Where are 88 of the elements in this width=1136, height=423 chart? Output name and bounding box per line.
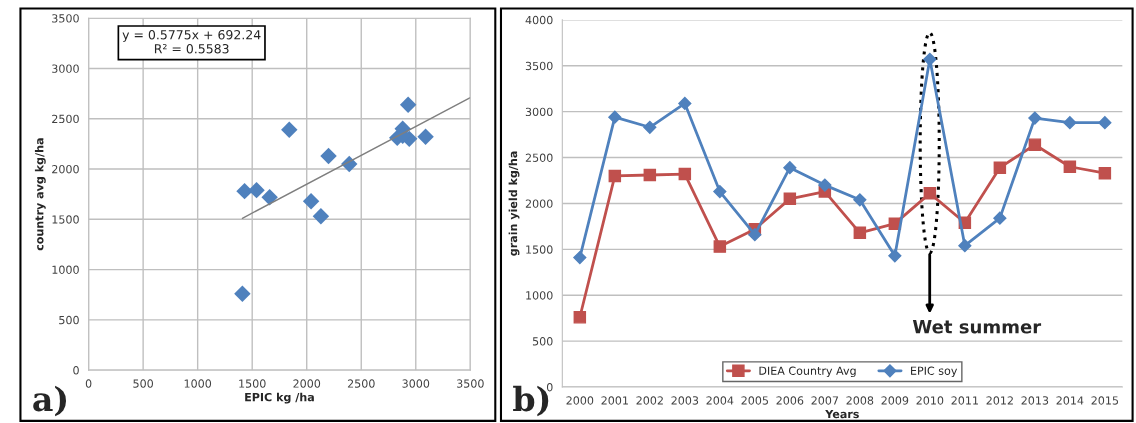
legend-label: EPIC soy bbox=[911, 366, 958, 378]
point bbox=[993, 211, 1007, 225]
point bbox=[236, 182, 253, 200]
legend-label: DIEA Country Avg bbox=[759, 366, 856, 378]
y-tick-label: 0 bbox=[73, 366, 79, 375]
x-tick-label: 2013 bbox=[1021, 396, 1049, 405]
x-axis-title: Years bbox=[825, 409, 859, 419]
point bbox=[678, 96, 692, 110]
y-tick-label: 2500 bbox=[525, 153, 553, 162]
y-tick-label: 3500 bbox=[52, 14, 79, 23]
point bbox=[1028, 138, 1042, 151]
point bbox=[748, 228, 762, 242]
x-tick-label: 2014 bbox=[1056, 396, 1084, 405]
point bbox=[1098, 166, 1112, 180]
y-tick-label: 1500 bbox=[526, 245, 553, 254]
y-tick-label: 2000 bbox=[525, 199, 553, 208]
x-tick-label: 1000 bbox=[184, 379, 212, 388]
point bbox=[853, 226, 867, 240]
x-tick-label: 2003 bbox=[671, 396, 699, 405]
x-tick-label: 2000 bbox=[566, 396, 594, 405]
point bbox=[643, 168, 657, 182]
y-tick-label: 500 bbox=[532, 337, 553, 346]
y-tick-label: 1500 bbox=[52, 215, 79, 224]
point bbox=[608, 169, 622, 183]
point bbox=[643, 120, 657, 134]
x-tick-label: 2015 bbox=[1091, 396, 1119, 405]
annotation: y = 0.5775x + 692.24 R² = 0.5583 bbox=[122, 30, 261, 54]
x-tick-label: 500 bbox=[133, 379, 153, 388]
point bbox=[783, 161, 797, 175]
y-tick-label: 2500 bbox=[52, 114, 79, 124]
point bbox=[312, 208, 330, 225]
point bbox=[783, 192, 797, 206]
point bbox=[1098, 116, 1112, 130]
y-tick-label: 3000 bbox=[52, 64, 79, 73]
point bbox=[320, 147, 337, 165]
point bbox=[573, 251, 587, 265]
x-tick-label: 2008 bbox=[846, 396, 874, 405]
y-axis-title: grain yield kg/ha bbox=[508, 151, 520, 256]
y-tick-label: 1000 bbox=[52, 265, 79, 274]
point bbox=[234, 285, 251, 302]
x-tick-label: 2009 bbox=[881, 396, 909, 405]
point bbox=[923, 187, 937, 200]
y-tick-label: 2000 bbox=[52, 164, 79, 174]
point bbox=[399, 96, 417, 113]
point bbox=[923, 52, 937, 66]
x-tick-label: 2010 bbox=[916, 396, 944, 405]
x-tick-label: 1500 bbox=[239, 379, 266, 388]
y-tick-label: 3000 bbox=[525, 107, 553, 117]
point bbox=[1063, 160, 1077, 173]
point bbox=[1063, 116, 1077, 130]
x-tick-label: 2004 bbox=[706, 396, 734, 405]
x-tick-label: 2002 bbox=[636, 396, 663, 405]
point bbox=[417, 128, 434, 146]
point bbox=[678, 167, 692, 181]
y-axis-title: country avg kg/ha bbox=[34, 138, 46, 251]
x-tick-label: 2012 bbox=[986, 396, 1013, 405]
x-tick-label: 2006 bbox=[776, 396, 804, 405]
y-tick-label: 4000 bbox=[525, 15, 553, 25]
point bbox=[261, 188, 278, 206]
point bbox=[713, 184, 727, 199]
point bbox=[713, 240, 727, 253]
x-tick-label: 2500 bbox=[347, 379, 375, 388]
point bbox=[281, 121, 298, 139]
point bbox=[302, 192, 320, 210]
x-axis-title: EPIC kg /ha bbox=[245, 392, 314, 404]
point bbox=[993, 161, 1007, 174]
point bbox=[573, 311, 587, 324]
x-tick-label: 0 bbox=[85, 379, 92, 388]
annotation: Wet summer bbox=[912, 320, 1042, 334]
y-tick-label: 3500 bbox=[525, 61, 553, 71]
x-tick-label: 3500 bbox=[457, 379, 484, 388]
point bbox=[958, 239, 972, 253]
x-tick-label: 2005 bbox=[741, 396, 768, 405]
point bbox=[888, 249, 902, 263]
y-tick-label: 1000 bbox=[526, 291, 553, 300]
point bbox=[853, 193, 867, 207]
point bbox=[608, 110, 622, 124]
x-tick-label: 2007 bbox=[811, 396, 839, 405]
point bbox=[818, 178, 832, 192]
point bbox=[248, 181, 265, 199]
x-tick-label: 2001 bbox=[601, 396, 628, 405]
text: b) bbox=[513, 385, 549, 417]
text: a) bbox=[33, 385, 67, 417]
x-tick-label: 2011 bbox=[951, 396, 978, 405]
x-tick-label: 2000 bbox=[293, 379, 321, 388]
y-tick-label: 500 bbox=[59, 315, 79, 325]
point bbox=[1028, 111, 1042, 125]
x-tick-label: 3000 bbox=[402, 379, 430, 388]
